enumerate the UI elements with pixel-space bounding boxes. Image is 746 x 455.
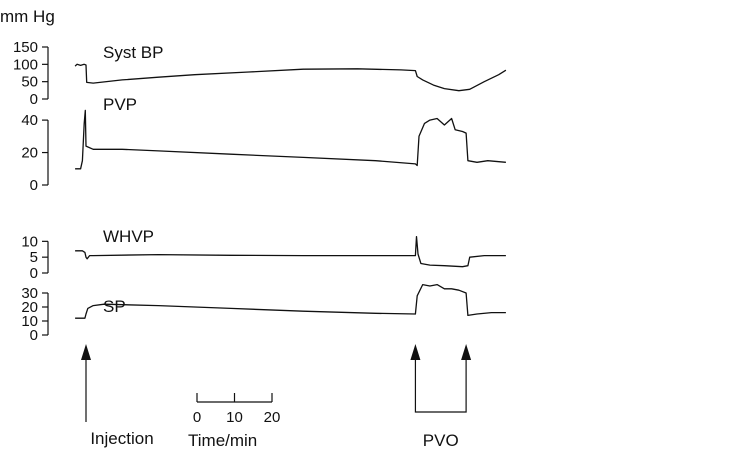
pvo-label: PVO [423,431,459,450]
y-tick-label: 20 [21,145,38,162]
y-tick-label: 20 [21,299,38,316]
series-line [74,63,507,92]
panel-pvp: 0 20 40 PVP [21,95,506,194]
y-tick-label: 0 [30,91,38,108]
scale-bar-tick-label: 0 [193,409,201,426]
series-label: WHVP [103,227,154,246]
scale-bar-tick-label: 10 [226,409,243,426]
injection-label: Injection [90,429,153,448]
series-label: Syst BP [103,43,163,62]
y-tick-label: 50 [21,74,38,91]
y-tick-label: 10 [21,313,38,330]
pvo-bracket [414,358,467,413]
series-line [75,283,506,319]
scale-bar-tick-label: 20 [264,409,281,426]
y-tick-label: 0 [30,177,38,194]
series-line [75,109,506,170]
injection-arrow-head [81,344,91,360]
annotations-group: Injection PVO 0 10 20 Time/min [81,344,472,450]
y-tick-label: 5 [30,249,38,266]
y-tick-label: 100 [13,56,38,73]
pvo-arrow-head-start [410,344,421,360]
y-tick-label: 30 [21,285,38,302]
series-line [75,235,506,268]
y-tick-label: 0 [30,327,38,344]
scale-bar-label: Time/min [188,431,257,450]
pvo-arrow-head-end [461,344,472,360]
y-tick-label: 40 [21,112,38,129]
y-tick-label: 10 [21,233,38,250]
series-label: PVP [103,95,137,114]
series-label: SP [103,297,126,316]
y-tick-label: 0 [30,265,38,282]
unit-label: mm Hg [0,7,55,26]
y-tick-label: 150 [13,39,38,56]
